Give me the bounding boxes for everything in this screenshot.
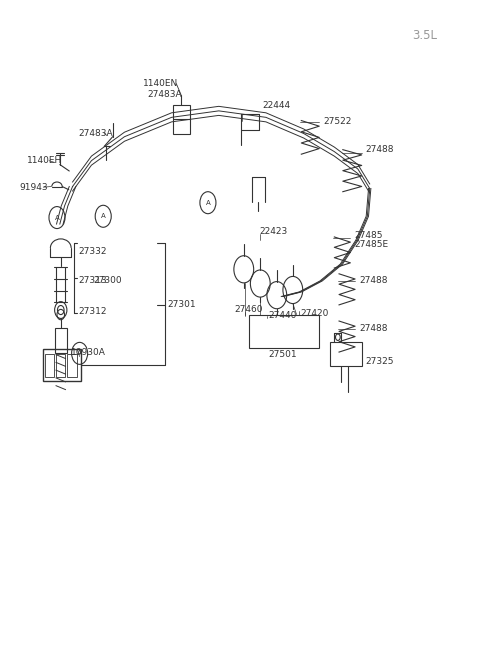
Text: 1140EN: 1140EN: [144, 79, 179, 88]
Text: 27483A: 27483A: [147, 90, 182, 99]
Text: 1140EH: 1140EH: [27, 156, 62, 165]
Text: 3.5L: 3.5L: [412, 29, 437, 42]
Text: A: A: [55, 215, 60, 221]
Text: 91943: 91943: [20, 183, 48, 192]
Bar: [250, 314, 319, 348]
Bar: [330, 342, 362, 366]
Text: 27313: 27313: [78, 276, 107, 285]
Text: 10930A: 10930A: [71, 348, 106, 356]
Text: 27488: 27488: [359, 324, 387, 333]
Text: A: A: [101, 214, 106, 219]
Text: 27522: 27522: [323, 117, 351, 126]
Text: 22444: 22444: [263, 101, 291, 110]
Text: 27501: 27501: [268, 350, 297, 358]
Text: 27483A: 27483A: [79, 129, 113, 138]
Bar: [45, 354, 54, 377]
Bar: [172, 105, 190, 134]
Text: A: A: [77, 350, 82, 356]
Text: A: A: [205, 200, 210, 206]
Text: 27301: 27301: [168, 301, 196, 309]
Text: 27485: 27485: [354, 231, 383, 240]
Text: 27485E: 27485E: [354, 240, 388, 249]
Bar: [67, 354, 77, 377]
Text: 27332: 27332: [78, 247, 107, 255]
Bar: [55, 328, 67, 353]
Text: 27420: 27420: [300, 309, 329, 318]
Text: 27325: 27325: [365, 356, 394, 365]
Text: 27460: 27460: [234, 305, 263, 314]
Text: 27440: 27440: [268, 311, 297, 320]
Text: 27488: 27488: [365, 145, 394, 154]
Text: 22423: 22423: [260, 227, 288, 236]
Bar: [43, 350, 81, 381]
Bar: [56, 354, 65, 377]
Text: 27312: 27312: [78, 307, 107, 316]
Text: 27300: 27300: [94, 276, 122, 285]
Text: 27488: 27488: [359, 276, 387, 285]
